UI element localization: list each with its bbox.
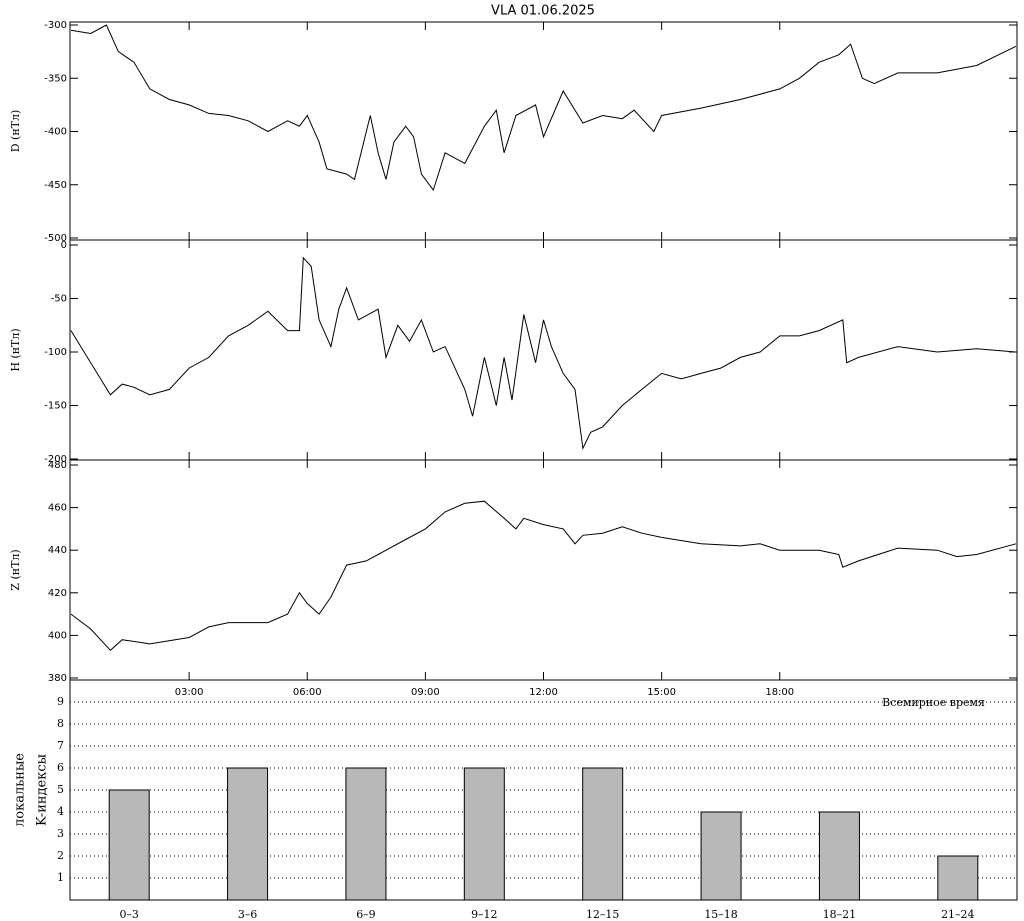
y-axis-label: H (нТл) <box>9 328 22 371</box>
y-tick-label: 440 <box>48 545 67 556</box>
x-tick-label: 06:00 <box>293 687 322 698</box>
data-line <box>70 500 1017 652</box>
y-tick-label: 8 <box>57 717 64 730</box>
y-tick-label: 380 <box>48 673 67 684</box>
x-tick-label: 09:00 <box>411 687 440 698</box>
y-tick-label: 480 <box>48 460 67 471</box>
x-tick-label: 0–3 <box>119 908 139 921</box>
y-axis-label: Z (нТл) <box>9 549 22 590</box>
data-line <box>70 256 1017 451</box>
y-tick-label: -150 <box>44 401 67 412</box>
y-tick-label: -450 <box>44 180 67 191</box>
plot-frame <box>69 21 1018 241</box>
bar <box>700 811 742 901</box>
x-tick-label: 9–12 <box>471 908 498 921</box>
x-tick-label: 12–15 <box>586 908 620 921</box>
y-tick-label: 4 <box>57 805 64 818</box>
y-tick-label: 420 <box>48 588 67 599</box>
plot-frame <box>69 459 1018 681</box>
y-tick-label: 460 <box>48 503 67 514</box>
y-tick-label: 5 <box>57 783 64 796</box>
y-tick-label: 400 <box>48 630 67 641</box>
y-tick-label: 2 <box>57 849 64 862</box>
y-tick-label: -200 <box>44 454 67 465</box>
x-axis-label: Всемирное время <box>882 696 985 709</box>
y-axis-label: локальные <box>13 753 28 827</box>
data-line <box>70 24 1017 192</box>
x-tick-label: 21–24 <box>941 908 975 921</box>
x-tick-label: 3–6 <box>238 908 258 921</box>
y-axis-label: D (нТл) <box>9 110 22 153</box>
bar <box>818 811 860 901</box>
plot-frame <box>69 239 1018 461</box>
x-tick-label: 03:00 <box>175 687 204 698</box>
y-tick-label: 0 <box>61 240 67 251</box>
bar <box>582 767 624 901</box>
y-tick-label: 9 <box>57 695 64 708</box>
bar <box>108 789 150 901</box>
bar <box>227 767 269 901</box>
x-tick-label: 15–18 <box>704 908 738 921</box>
y-tick-label: 6 <box>57 761 64 774</box>
y-axis-label: K-индексы <box>35 754 50 826</box>
y-tick-label: -350 <box>44 73 67 84</box>
y-tick-label: -500 <box>44 233 67 244</box>
y-tick-label: 7 <box>57 739 64 752</box>
x-tick-label: 6–9 <box>356 908 376 921</box>
y-tick-label: -300 <box>44 20 67 31</box>
bar <box>345 767 387 901</box>
bar <box>463 767 505 901</box>
y-tick-label: 3 <box>57 827 64 840</box>
bar <box>937 855 979 901</box>
x-tick-label: 15:00 <box>647 687 676 698</box>
y-tick-label: -400 <box>44 127 67 138</box>
x-tick-label: 12:00 <box>529 687 558 698</box>
y-tick-label: -50 <box>51 294 67 305</box>
x-tick-label: 18–21 <box>823 908 857 921</box>
y-tick-label: -100 <box>44 347 67 358</box>
x-tick-label: 18:00 <box>765 687 794 698</box>
chart-title: VLA 01.06.2025 <box>491 4 595 19</box>
y-tick-label: 1 <box>57 871 64 884</box>
